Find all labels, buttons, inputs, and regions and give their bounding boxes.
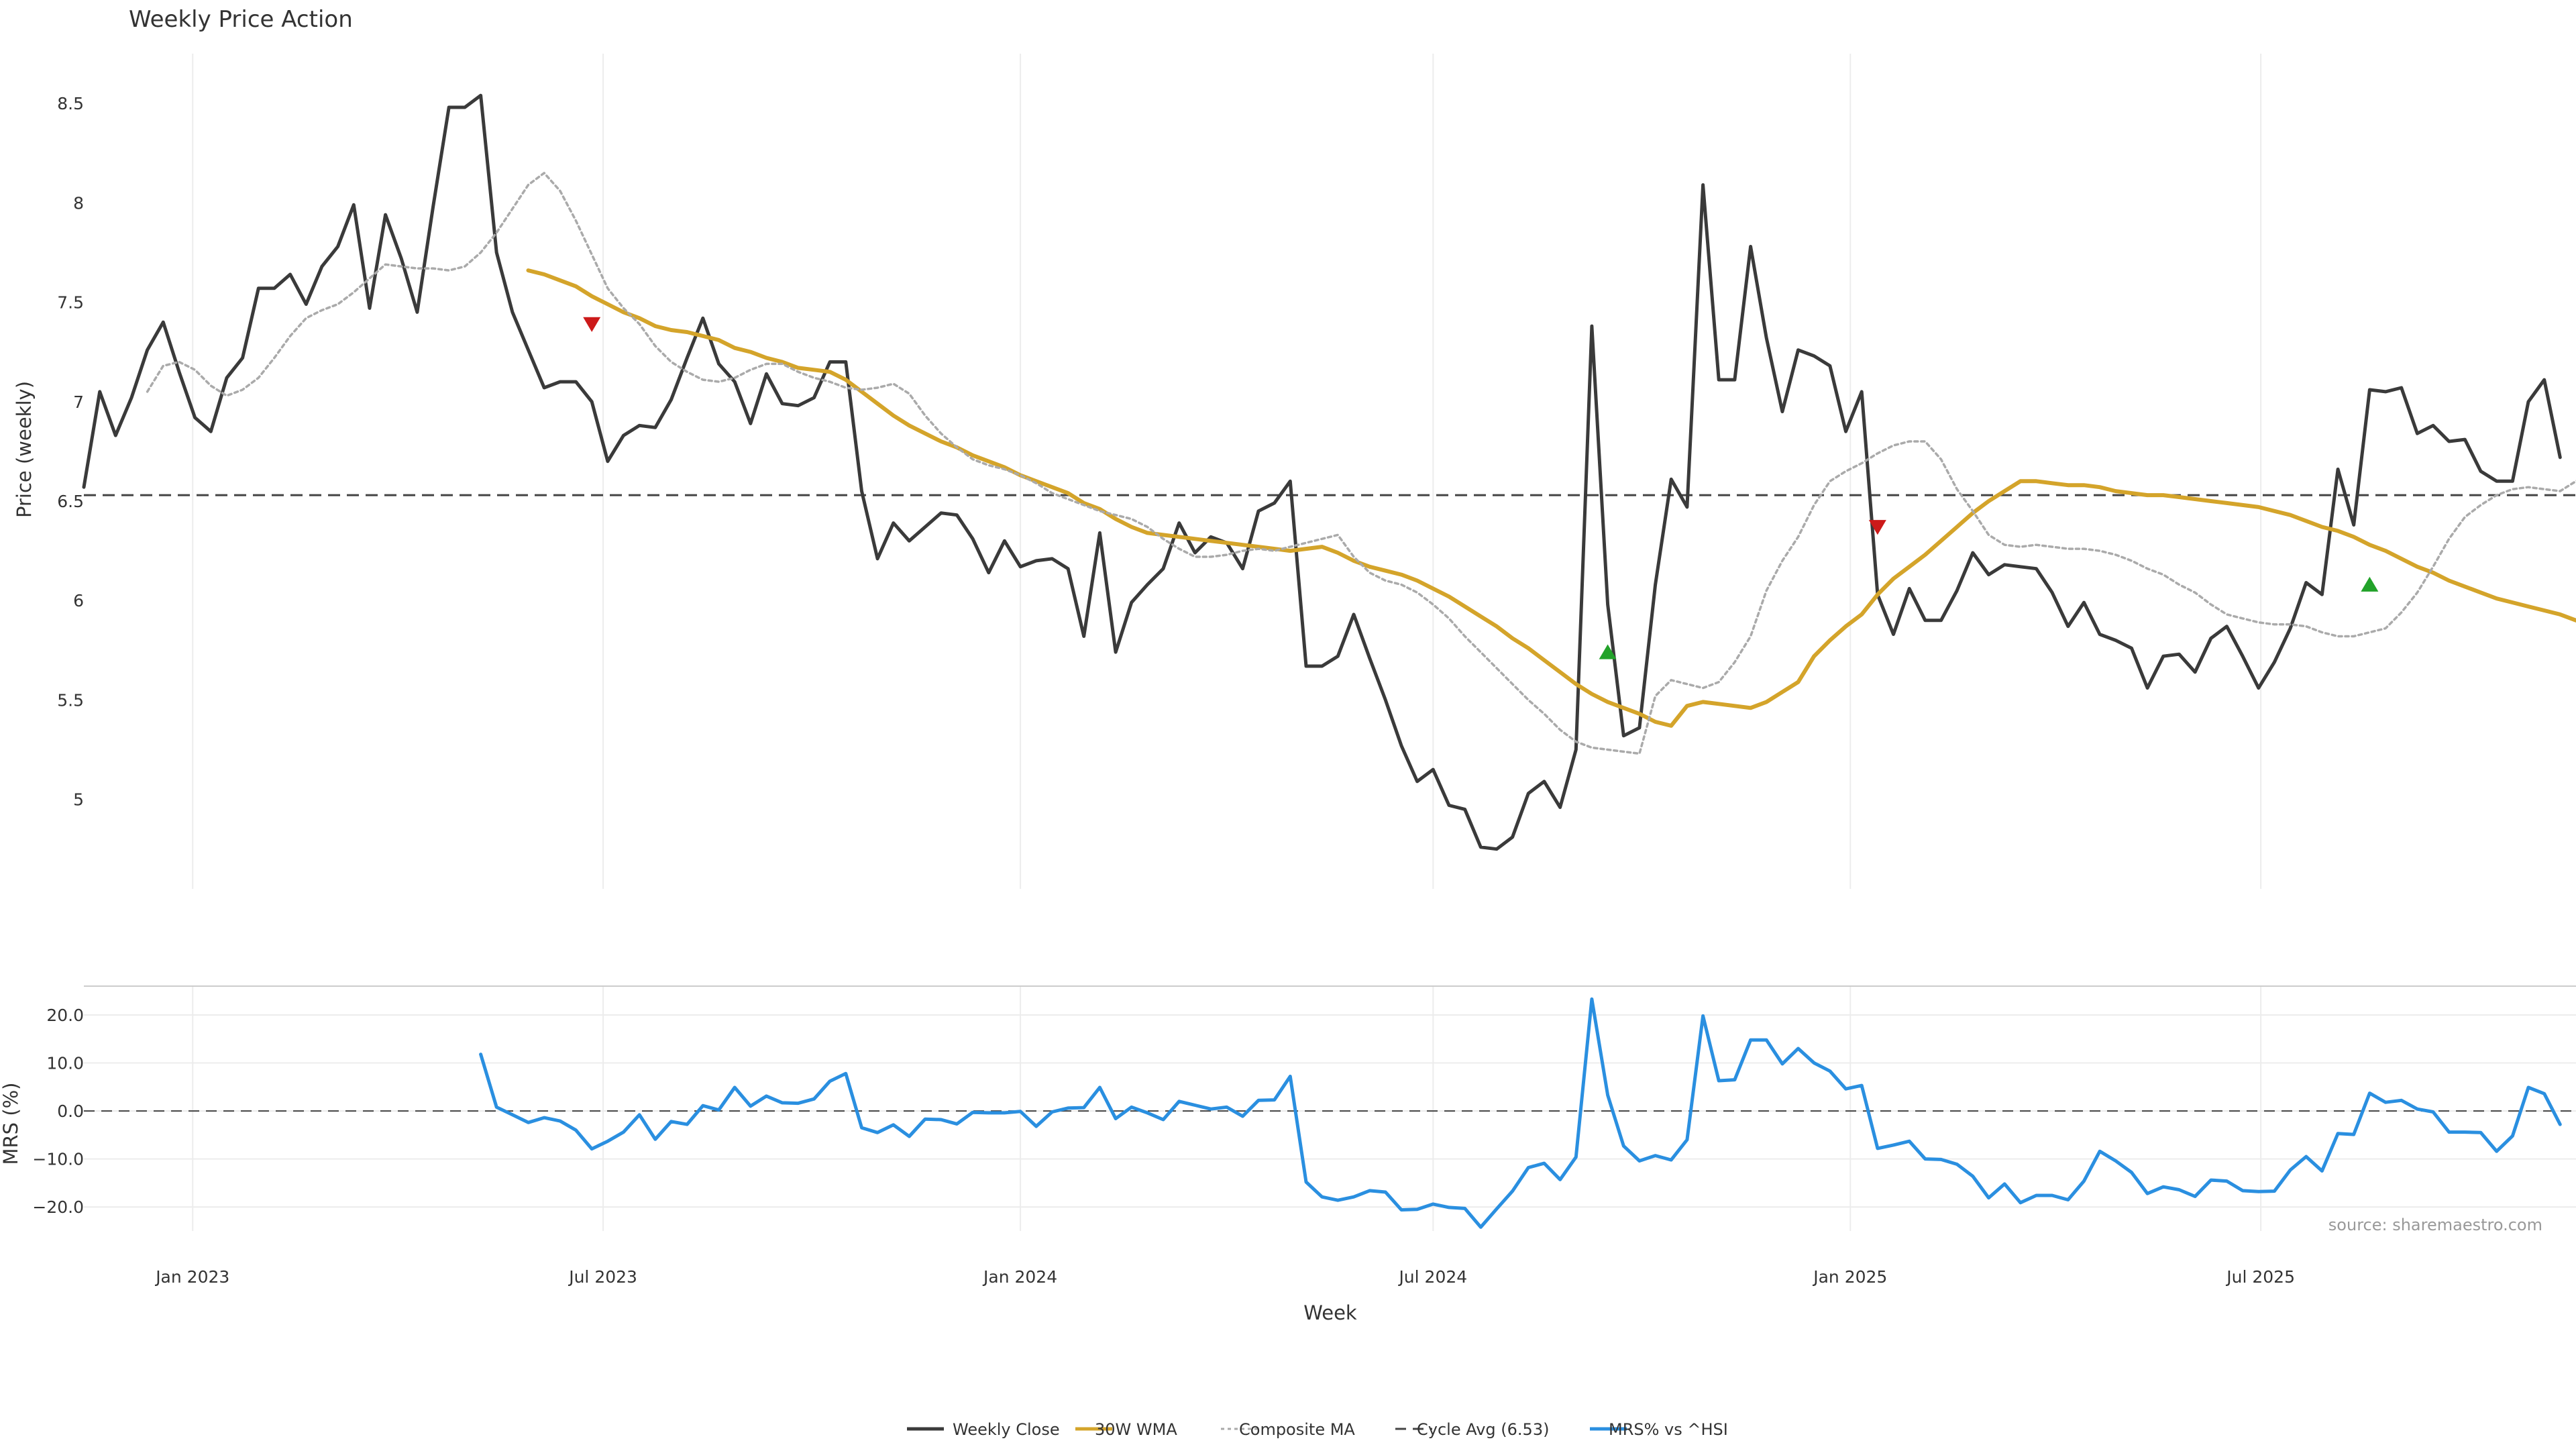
grid-layer [84, 54, 2576, 1231]
price-y-tick-label: 7 [73, 392, 84, 412]
legend-label: Cycle Avg (6.53) [1417, 1420, 1549, 1439]
chart-title: Weekly Price Action [129, 6, 353, 33]
x-tick-label: Jan 2025 [1812, 1267, 1887, 1287]
mrs-y-tick-label: 10.0 [46, 1054, 84, 1073]
source-text: source: sharemaestro.com [2328, 1216, 2542, 1234]
tick-labels: Jan 2023 Jul 2023 Jan 2024 Jul 2024 Jan 2025… [32, 94, 2295, 1287]
legend-label: Weekly Close [953, 1420, 1060, 1439]
series-line-composite-ma [146, 172, 2576, 755]
price-y-tick-label: 5.5 [57, 690, 84, 710]
series-layer [82, 93, 2576, 1229]
x-tick-label: Jul 2025 [2225, 1267, 2295, 1287]
x-axis-label: Week [1303, 1301, 1357, 1324]
sell-signal-marker [1868, 520, 1886, 535]
legend-label: MRS% vs ^HSI [1609, 1420, 1728, 1439]
mrs-y-axis-label: MRS (%) [0, 1083, 22, 1165]
price-y-axis-label: Price (weekly) [13, 381, 36, 518]
x-tick-label: Jul 2024 [1397, 1267, 1467, 1287]
legend-label: Composite MA [1239, 1420, 1355, 1439]
sell-signal-marker [583, 317, 601, 332]
x-tick-label: Jan 2023 [154, 1267, 229, 1287]
legend: Weekly Close 30W WMA Composite MA Cycle Avg… [907, 1420, 1728, 1439]
price-y-tick-label: 5 [73, 790, 84, 810]
mrs-y-tick-label: −10.0 [32, 1150, 84, 1169]
signal-markers [583, 317, 2379, 659]
price-y-tick-label: 6.5 [57, 492, 84, 511]
series-line-mrs-vs-hsi [479, 997, 2562, 1229]
price-y-tick-label: 6 [73, 591, 84, 610]
mrs-y-tick-label: 20.0 [46, 1006, 84, 1025]
price-y-tick-label: 7.5 [57, 293, 84, 313]
reference-lines [84, 494, 2576, 1112]
legend-label: 30W WMA [1095, 1420, 1177, 1439]
mrs-y-tick-label: −20.0 [32, 1197, 84, 1217]
mrs-y-tick-label: 0.0 [57, 1102, 84, 1121]
series-line-30w-wma [526, 268, 2576, 728]
price-y-tick-label: 8.5 [57, 94, 84, 113]
price-y-tick-label: 8 [73, 193, 84, 213]
buy-signal-marker [1599, 644, 1617, 659]
x-tick-label: Jan 2024 [982, 1267, 1057, 1287]
x-tick-label: Jul 2023 [568, 1267, 637, 1287]
buy-signal-marker [2361, 576, 2379, 592]
series-line-weekly-close [82, 93, 2562, 851]
